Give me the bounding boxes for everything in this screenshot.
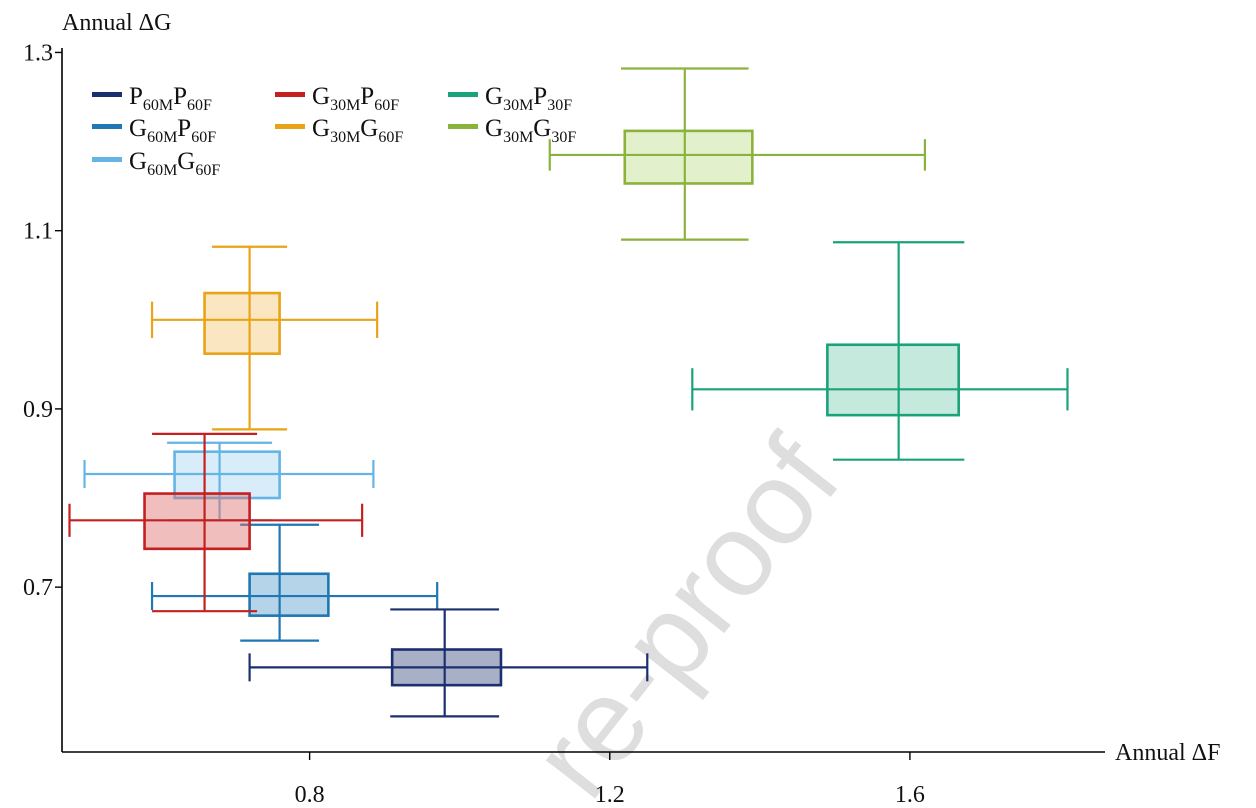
legend-letter: P <box>129 83 143 110</box>
legend-subscript: 60F <box>187 97 212 114</box>
legend-item: P60MP60F <box>92 83 212 114</box>
legend-subscript: 30M <box>330 97 360 114</box>
y-tick-label: 0.7 <box>23 575 53 601</box>
legend-subscript: 30F <box>547 97 572 114</box>
legend-subscript: 60M <box>147 129 177 146</box>
legend-letter: G <box>129 115 147 142</box>
series-layer <box>68 67 1069 718</box>
legend-letter: G <box>177 148 195 175</box>
legend-label: G60MG60F <box>129 148 220 179</box>
legend-subscript: 60F <box>378 129 403 146</box>
legend-swatch <box>448 124 478 129</box>
legend-item: G60MP60F <box>92 115 216 146</box>
legend-letter: P <box>360 83 374 110</box>
legend-letter: P <box>533 83 547 110</box>
ticks: 0.8 1.2 1.6 0.7 0.9 1.1 1.3 <box>23 40 925 808</box>
x-axis-title: Annual ΔF <box>1115 740 1220 766</box>
series-G30MG30F <box>548 67 927 241</box>
x-tick-label: 1.6 <box>895 782 925 808</box>
series-G30MP30F <box>691 241 1069 461</box>
legend: P60MP60FG60MP60FG60MG60FG30MP60FG30MG60F… <box>92 83 576 179</box>
legend-item: G30MG30F <box>448 115 576 146</box>
y-tick-label: 1.1 <box>23 219 53 245</box>
y-tick-label: 1.3 <box>23 40 53 66</box>
x-tick-label: 1.2 <box>595 782 625 808</box>
box-G30MG30F <box>623 129 754 185</box>
legend-swatch <box>275 124 305 129</box>
legend-letter: G <box>312 83 330 110</box>
legend-label: G30MG60F <box>312 115 403 146</box>
box-G30MG60F <box>203 291 281 355</box>
axes: Annual ΔG Annual ΔF <box>61 10 1220 766</box>
legend-subscript: 30M <box>503 97 533 114</box>
legend-subscript: 60F <box>374 97 399 114</box>
y-axis-title: Annual ΔG <box>62 10 171 36</box>
legend-swatch <box>92 92 122 97</box>
legend-subscript: 60F <box>191 129 216 146</box>
legend-label: G30MP60F <box>312 83 399 114</box>
legend-letter: G <box>129 148 147 175</box>
watermark: re-proof <box>506 414 865 808</box>
legend-item: G30MP30F <box>448 83 572 114</box>
watermark-text: re-proof <box>506 414 865 808</box>
x-tick-label: 0.8 <box>295 782 325 808</box>
legend-label: P60MP60F <box>129 83 212 114</box>
series-G30MP60F <box>68 432 364 613</box>
legend-subscript: 30M <box>503 129 533 146</box>
series-G60MG60F <box>83 441 375 522</box>
legend-subscript: 60M <box>147 162 177 179</box>
legend-letter: P <box>177 115 191 142</box>
box-G60MP60F <box>248 572 330 617</box>
box-G30MP30F <box>826 343 960 417</box>
legend-letter: G <box>360 115 378 142</box>
legend-subscript: 30M <box>330 129 360 146</box>
legend-label: G30MG30F <box>485 115 576 146</box>
legend-letter: P <box>173 83 187 110</box>
legend-subscript: 30F <box>551 129 576 146</box>
legend-swatch <box>92 124 122 129</box>
legend-swatch <box>92 157 122 162</box>
y-tick-label: 0.9 <box>23 397 53 423</box>
series-P60MP60F <box>248 608 649 718</box>
legend-letter: G <box>533 115 551 142</box>
legend-subscript: 60M <box>143 97 173 114</box>
legend-letter: G <box>312 115 330 142</box>
legend-letter: G <box>485 83 503 110</box>
series-G60MP60F <box>150 523 439 642</box>
legend-label: G60MP60F <box>129 115 216 146</box>
legend-item: G30MG60F <box>275 115 403 146</box>
legend-letter: G <box>485 115 503 142</box>
legend-label: G30MP30F <box>485 83 572 114</box>
legend-item: G60MG60F <box>92 148 220 179</box>
legend-swatch <box>448 92 478 97</box>
legend-item: G30MP60F <box>275 83 399 114</box>
legend-subscript: 60F <box>195 162 220 179</box>
legend-swatch <box>275 92 305 97</box>
series-G30MG60F <box>150 245 379 431</box>
